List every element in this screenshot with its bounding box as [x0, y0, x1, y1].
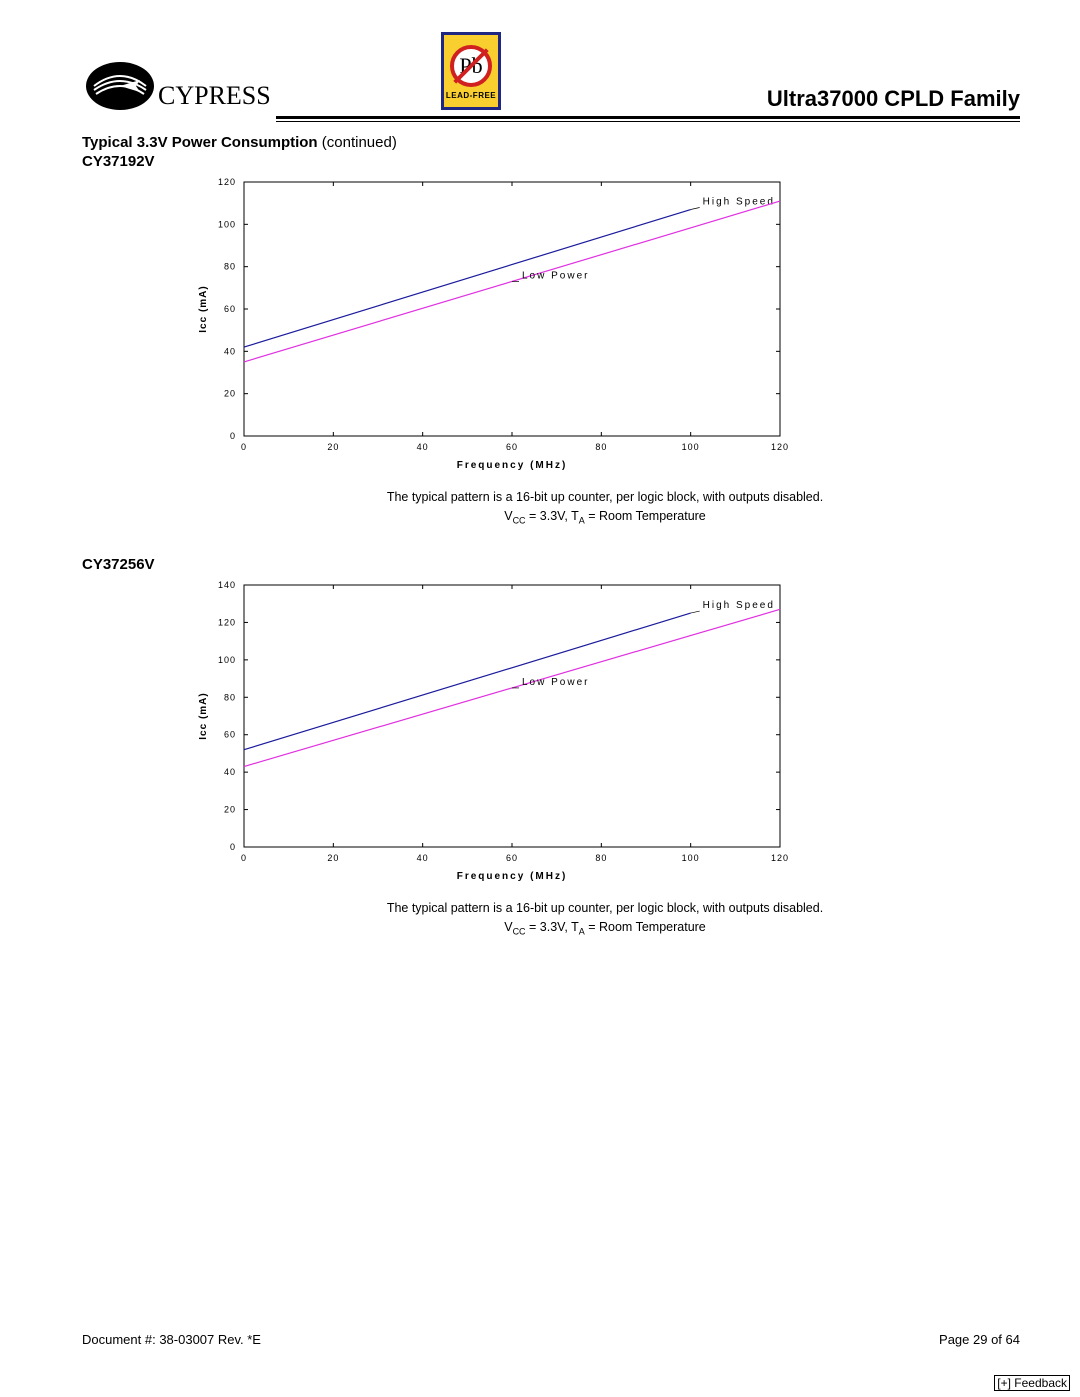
svg-text:60: 60 [506, 442, 518, 452]
svg-text:80: 80 [224, 262, 236, 272]
svg-text:120: 120 [771, 442, 789, 452]
chart-2: 0 20 40 60 80 100 120 0 20 40 60 80 100 120 140 Frequen… [190, 579, 1020, 939]
svg-text:0: 0 [241, 853, 247, 863]
svg-text:100: 100 [218, 655, 236, 665]
svg-text:60: 60 [224, 729, 236, 739]
svg-text:60: 60 [506, 853, 518, 863]
family-title: Ultra37000 CPLD Family [660, 86, 1020, 112]
svg-text:80: 80 [224, 692, 236, 702]
svg-text:0: 0 [241, 442, 247, 452]
svg-text:40: 40 [224, 767, 236, 777]
svg-text:Frequency (MHz): Frequency (MHz) [457, 871, 568, 882]
svg-text:100: 100 [218, 219, 236, 229]
chart-2-caption: The typical pattern is a 16-bit up count… [190, 899, 1020, 939]
brand-name: CYPRESS [158, 81, 271, 110]
page-header: CYPRESS Pb LEAD-FREE Ultra37000 CPLD Fam… [82, 32, 1020, 118]
svg-text:0: 0 [230, 842, 236, 852]
svg-text:100: 100 [682, 853, 700, 863]
svg-text:Low Power: Low Power [522, 677, 589, 688]
cypress-logo-icon: CYPRESS [82, 38, 282, 118]
page-number: Page 29 of 64 [939, 1332, 1020, 1347]
chart-1: 0 20 40 60 80 100 120 0 20 40 60 80 100 120 Frequency … [190, 176, 1020, 528]
svg-text:120: 120 [218, 617, 236, 627]
svg-text:Frequency (MHz): Frequency (MHz) [457, 460, 568, 471]
lead-free-badge: Pb LEAD-FREE [441, 32, 501, 110]
svg-text:0: 0 [230, 431, 236, 441]
part-title-2: CY37256V [82, 556, 1020, 573]
svg-text:20: 20 [327, 442, 339, 452]
lead-free-label: LEAD-FREE [446, 91, 496, 100]
svg-text:20: 20 [327, 853, 339, 863]
brand-logo: CYPRESS [82, 38, 282, 118]
svg-text:20: 20 [224, 389, 236, 399]
svg-text:100: 100 [682, 442, 700, 452]
svg-text:Icc (mA): Icc (mA) [198, 692, 209, 739]
svg-text:Low Power: Low Power [522, 270, 589, 281]
svg-text:80: 80 [595, 853, 607, 863]
svg-text:120: 120 [771, 853, 789, 863]
doc-number: Document #: 38-03007 Rev. *E [82, 1332, 261, 1347]
svg-text:High Speed: High Speed [703, 600, 775, 611]
svg-text:20: 20 [224, 804, 236, 814]
page-footer: Document #: 38-03007 Rev. *E Page 29 of … [82, 1332, 1020, 1347]
svg-text:40: 40 [417, 853, 429, 863]
part-title-1: CY37192V [82, 153, 1020, 170]
section-title: Typical 3.3V Power Consumption (continue… [82, 134, 1020, 151]
svg-text:40: 40 [417, 442, 429, 452]
svg-text:80: 80 [595, 442, 607, 452]
svg-text:40: 40 [224, 346, 236, 356]
svg-text:60: 60 [224, 304, 236, 314]
svg-text:120: 120 [218, 177, 236, 187]
feedback-button[interactable]: [+] Feedback [994, 1375, 1070, 1391]
chart-1-caption: The typical pattern is a 16-bit up count… [190, 488, 1020, 528]
svg-text:Icc (mA): Icc (mA) [198, 285, 209, 332]
svg-text:140: 140 [218, 580, 236, 590]
